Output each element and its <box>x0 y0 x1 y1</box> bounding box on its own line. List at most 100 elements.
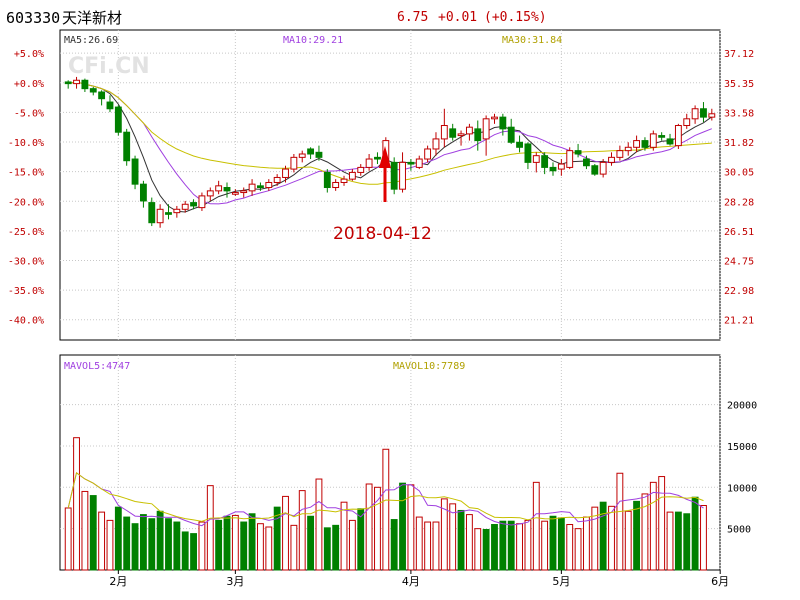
volume-bar <box>374 486 381 571</box>
candle <box>524 142 532 170</box>
candle <box>474 120 482 151</box>
candle-body <box>73 79 80 85</box>
volume-bar <box>156 510 164 571</box>
candle <box>73 76 80 89</box>
volume-bar <box>624 510 632 571</box>
volume-bar <box>114 506 122 571</box>
candle-body <box>507 126 515 143</box>
candle <box>148 197 156 227</box>
volume-bar <box>449 503 457 571</box>
candle-body <box>649 133 657 148</box>
candle-body <box>374 156 381 160</box>
volume-bar <box>424 521 432 571</box>
candle-body <box>290 156 298 170</box>
candle-body <box>98 91 106 100</box>
candle-body <box>307 148 315 155</box>
candle-body <box>181 203 189 210</box>
candle <box>641 137 649 151</box>
candle-body <box>633 140 641 148</box>
candle <box>591 164 599 176</box>
candle <box>240 187 248 198</box>
candle <box>139 180 147 208</box>
price-tick-label: 26.51 <box>724 227 754 238</box>
candle-body <box>583 158 590 167</box>
price-change-pct: (+0.15%) <box>484 10 547 25</box>
candle-body <box>700 108 707 118</box>
candle <box>432 132 440 156</box>
candle-body <box>273 176 281 183</box>
candle-body <box>616 150 624 158</box>
candle-body <box>432 138 440 150</box>
candle-body <box>424 148 432 160</box>
candle-body <box>348 171 356 180</box>
candle <box>348 169 356 181</box>
volume-tick-label: 20000 <box>727 401 757 412</box>
candle-body <box>457 133 465 137</box>
percent-tick-label: -15.0% <box>8 168 44 179</box>
candle <box>624 142 632 156</box>
candle-body <box>674 125 682 147</box>
volume-bar <box>658 476 666 571</box>
candle <box>357 164 365 176</box>
candle <box>340 175 348 186</box>
volume-bar <box>73 437 80 571</box>
volume-bar <box>608 505 615 571</box>
candle-body <box>190 202 197 207</box>
candle <box>181 200 189 213</box>
candle-body <box>574 150 582 155</box>
candle <box>332 179 340 191</box>
volume-axis: 20000 15000 10000 5000 <box>727 401 757 536</box>
candle-body <box>282 168 289 178</box>
volume-bar <box>315 478 323 571</box>
candle <box>390 157 398 195</box>
percent-tick-label: -25.0% <box>8 227 44 238</box>
candle <box>532 152 540 173</box>
candle-body <box>223 187 231 192</box>
volume-bar <box>223 515 231 571</box>
candle <box>123 128 131 166</box>
percent-tick-label: -5.0% <box>14 108 44 119</box>
candle-body <box>708 113 716 118</box>
volume-bar <box>399 482 406 571</box>
stock-name: 天洋新材 <box>62 9 122 27</box>
volume-bar <box>348 519 356 571</box>
candle <box>165 204 172 220</box>
ma30-label: MA30:31.84 <box>502 35 562 46</box>
volume-bar <box>98 511 106 571</box>
candle <box>374 152 381 165</box>
candle-body <box>683 118 691 127</box>
candle <box>156 204 164 228</box>
volume-bar <box>557 517 565 571</box>
candle <box>290 154 298 173</box>
volume-bar <box>290 524 298 571</box>
candle-body <box>148 202 156 224</box>
candle <box>674 123 682 149</box>
candle <box>273 174 281 186</box>
volume-bar <box>591 506 599 571</box>
candle-body <box>516 141 523 148</box>
volume-bar <box>165 518 172 571</box>
candle-body <box>139 183 147 202</box>
candle-body <box>257 185 264 189</box>
volume-bar <box>282 495 289 571</box>
volume-bar <box>273 506 281 571</box>
candle-body <box>491 116 498 120</box>
volume-bar <box>482 528 490 571</box>
month-tick-label: 5月 <box>552 575 570 588</box>
candle <box>106 95 114 113</box>
candle-body <box>465 126 473 135</box>
volume-bars <box>64 437 707 571</box>
candle-body <box>624 146 632 152</box>
candle <box>399 152 406 193</box>
candle <box>491 113 498 124</box>
candle <box>649 130 657 151</box>
candle <box>566 147 574 170</box>
percent-axis: +5.0% +0.0% -5.0% -10.0% -15.0% -20.0% -25.0% -… <box>8 49 44 327</box>
percent-tick-label: -35.0% <box>8 286 44 297</box>
annotation-date: 2018-04-12 <box>333 224 432 244</box>
candle <box>223 182 231 198</box>
candle-body <box>240 190 248 194</box>
candle-body <box>206 190 214 197</box>
ma10-label: MA10:29.21 <box>283 35 343 46</box>
candle <box>440 108 448 148</box>
